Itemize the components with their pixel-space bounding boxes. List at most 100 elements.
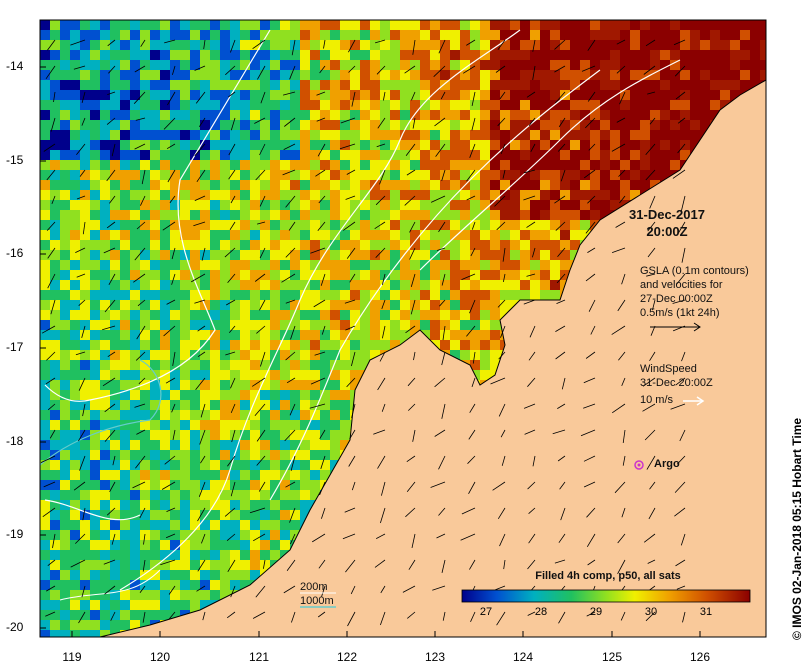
sst-pixel xyxy=(80,550,90,560)
sst-pixel xyxy=(240,360,250,370)
sst-pixel xyxy=(170,450,180,460)
sst-pixel xyxy=(460,50,470,60)
sst-pixel xyxy=(240,280,250,290)
sst-pixel xyxy=(270,360,280,370)
sst-pixel xyxy=(480,170,490,180)
sst-pixel xyxy=(280,420,290,430)
sst-pixel xyxy=(150,470,160,480)
sst-pixel xyxy=(80,290,90,300)
sst-pixel xyxy=(410,40,420,50)
sst-pixel xyxy=(760,20,766,30)
sst-pixel xyxy=(240,110,250,120)
sst-pixel xyxy=(140,580,150,590)
sst-pixel xyxy=(210,510,220,520)
sst-pixel xyxy=(230,330,240,340)
sst-pixel xyxy=(360,360,370,370)
sst-pixel xyxy=(420,320,430,330)
sst-pixel xyxy=(750,70,760,80)
sst-pixel xyxy=(630,50,640,60)
velocity-arrow xyxy=(649,117,656,125)
sst-pixel xyxy=(560,250,570,260)
sst-pixel xyxy=(580,170,590,180)
sst-pixel xyxy=(560,90,570,100)
sst-pixel xyxy=(450,60,460,70)
sst-pixel xyxy=(100,610,110,620)
sst-pixel xyxy=(470,280,480,290)
velocity-arrow xyxy=(70,559,86,568)
sst-pixel xyxy=(140,160,150,170)
sst-pixel xyxy=(590,110,600,120)
sst-pixel xyxy=(240,520,250,530)
velocity-arrow xyxy=(107,39,116,47)
sst-pixel xyxy=(530,270,540,280)
sst-pixel xyxy=(640,90,650,100)
sst-pixel xyxy=(70,270,80,280)
velocity-arrow xyxy=(649,351,656,362)
sst-pixel xyxy=(190,30,200,40)
sst-pixel xyxy=(170,140,180,150)
sst-pixel xyxy=(300,490,310,500)
sst-pixel xyxy=(330,330,340,340)
sst-pixel xyxy=(490,340,500,350)
sst-pixel xyxy=(380,120,390,130)
sst-pixel xyxy=(690,40,700,50)
sst-pixel xyxy=(470,20,480,30)
sst-pixel xyxy=(260,530,270,540)
sst-pixel xyxy=(260,220,270,230)
velocity-arrow xyxy=(75,247,86,253)
sst-pixel xyxy=(140,230,150,240)
sst-pixel xyxy=(510,290,520,300)
sst-pixel xyxy=(340,150,350,160)
velocity-arrow xyxy=(555,325,566,332)
sst-pixel xyxy=(170,260,180,270)
sst-pixel xyxy=(580,70,590,80)
sst-pixel xyxy=(50,440,60,450)
sst-pixel xyxy=(150,70,160,80)
sst-pixel xyxy=(40,590,50,600)
sst-pixel xyxy=(380,290,390,300)
sst-pixel xyxy=(380,20,390,30)
velocity-arrow xyxy=(466,325,476,337)
sst-pixel xyxy=(390,40,400,50)
sst-pixel xyxy=(120,370,130,380)
sst-pixel xyxy=(140,590,150,600)
sst-pixel xyxy=(320,460,330,470)
sst-pixel xyxy=(90,220,100,230)
sst-pixel xyxy=(40,220,50,230)
sst-pixel xyxy=(190,500,200,510)
sst-pixel xyxy=(410,60,420,70)
sst-pixel xyxy=(230,20,240,30)
sst-pixel xyxy=(320,70,330,80)
sst-pixel xyxy=(80,50,90,60)
sst-pixel xyxy=(90,540,100,550)
sst-pixel xyxy=(390,80,400,90)
sst-pixel xyxy=(600,150,610,160)
velocity-arrow xyxy=(198,481,206,497)
sst-pixel xyxy=(160,480,170,490)
sst-pixel xyxy=(490,70,500,80)
sst-pixel xyxy=(220,250,230,260)
sst-pixel xyxy=(310,470,320,480)
sst-pixel xyxy=(130,350,140,360)
sst-pixel xyxy=(550,180,560,190)
sst-pixel xyxy=(60,300,70,310)
sst-pixel xyxy=(100,110,110,120)
sst-pixel xyxy=(200,570,210,580)
sst-pixel xyxy=(60,450,70,460)
sst-pixel xyxy=(370,120,380,130)
sst-pixel xyxy=(580,140,590,150)
sst-pixel xyxy=(130,480,140,490)
sst-pixel xyxy=(220,290,230,300)
sst-pixel xyxy=(150,510,160,520)
sst-pixel xyxy=(180,570,190,580)
sst-pixel xyxy=(290,90,300,100)
sst-pixel xyxy=(50,380,60,390)
sst-pixel xyxy=(140,380,150,390)
sst-pixel xyxy=(140,270,150,280)
sst-pixel xyxy=(40,170,50,180)
sst-pixel xyxy=(150,220,160,230)
velocity-arrow xyxy=(406,169,416,176)
sst-pixel xyxy=(110,60,120,70)
sst-pixel xyxy=(180,590,190,600)
sst-pixel xyxy=(40,350,50,360)
